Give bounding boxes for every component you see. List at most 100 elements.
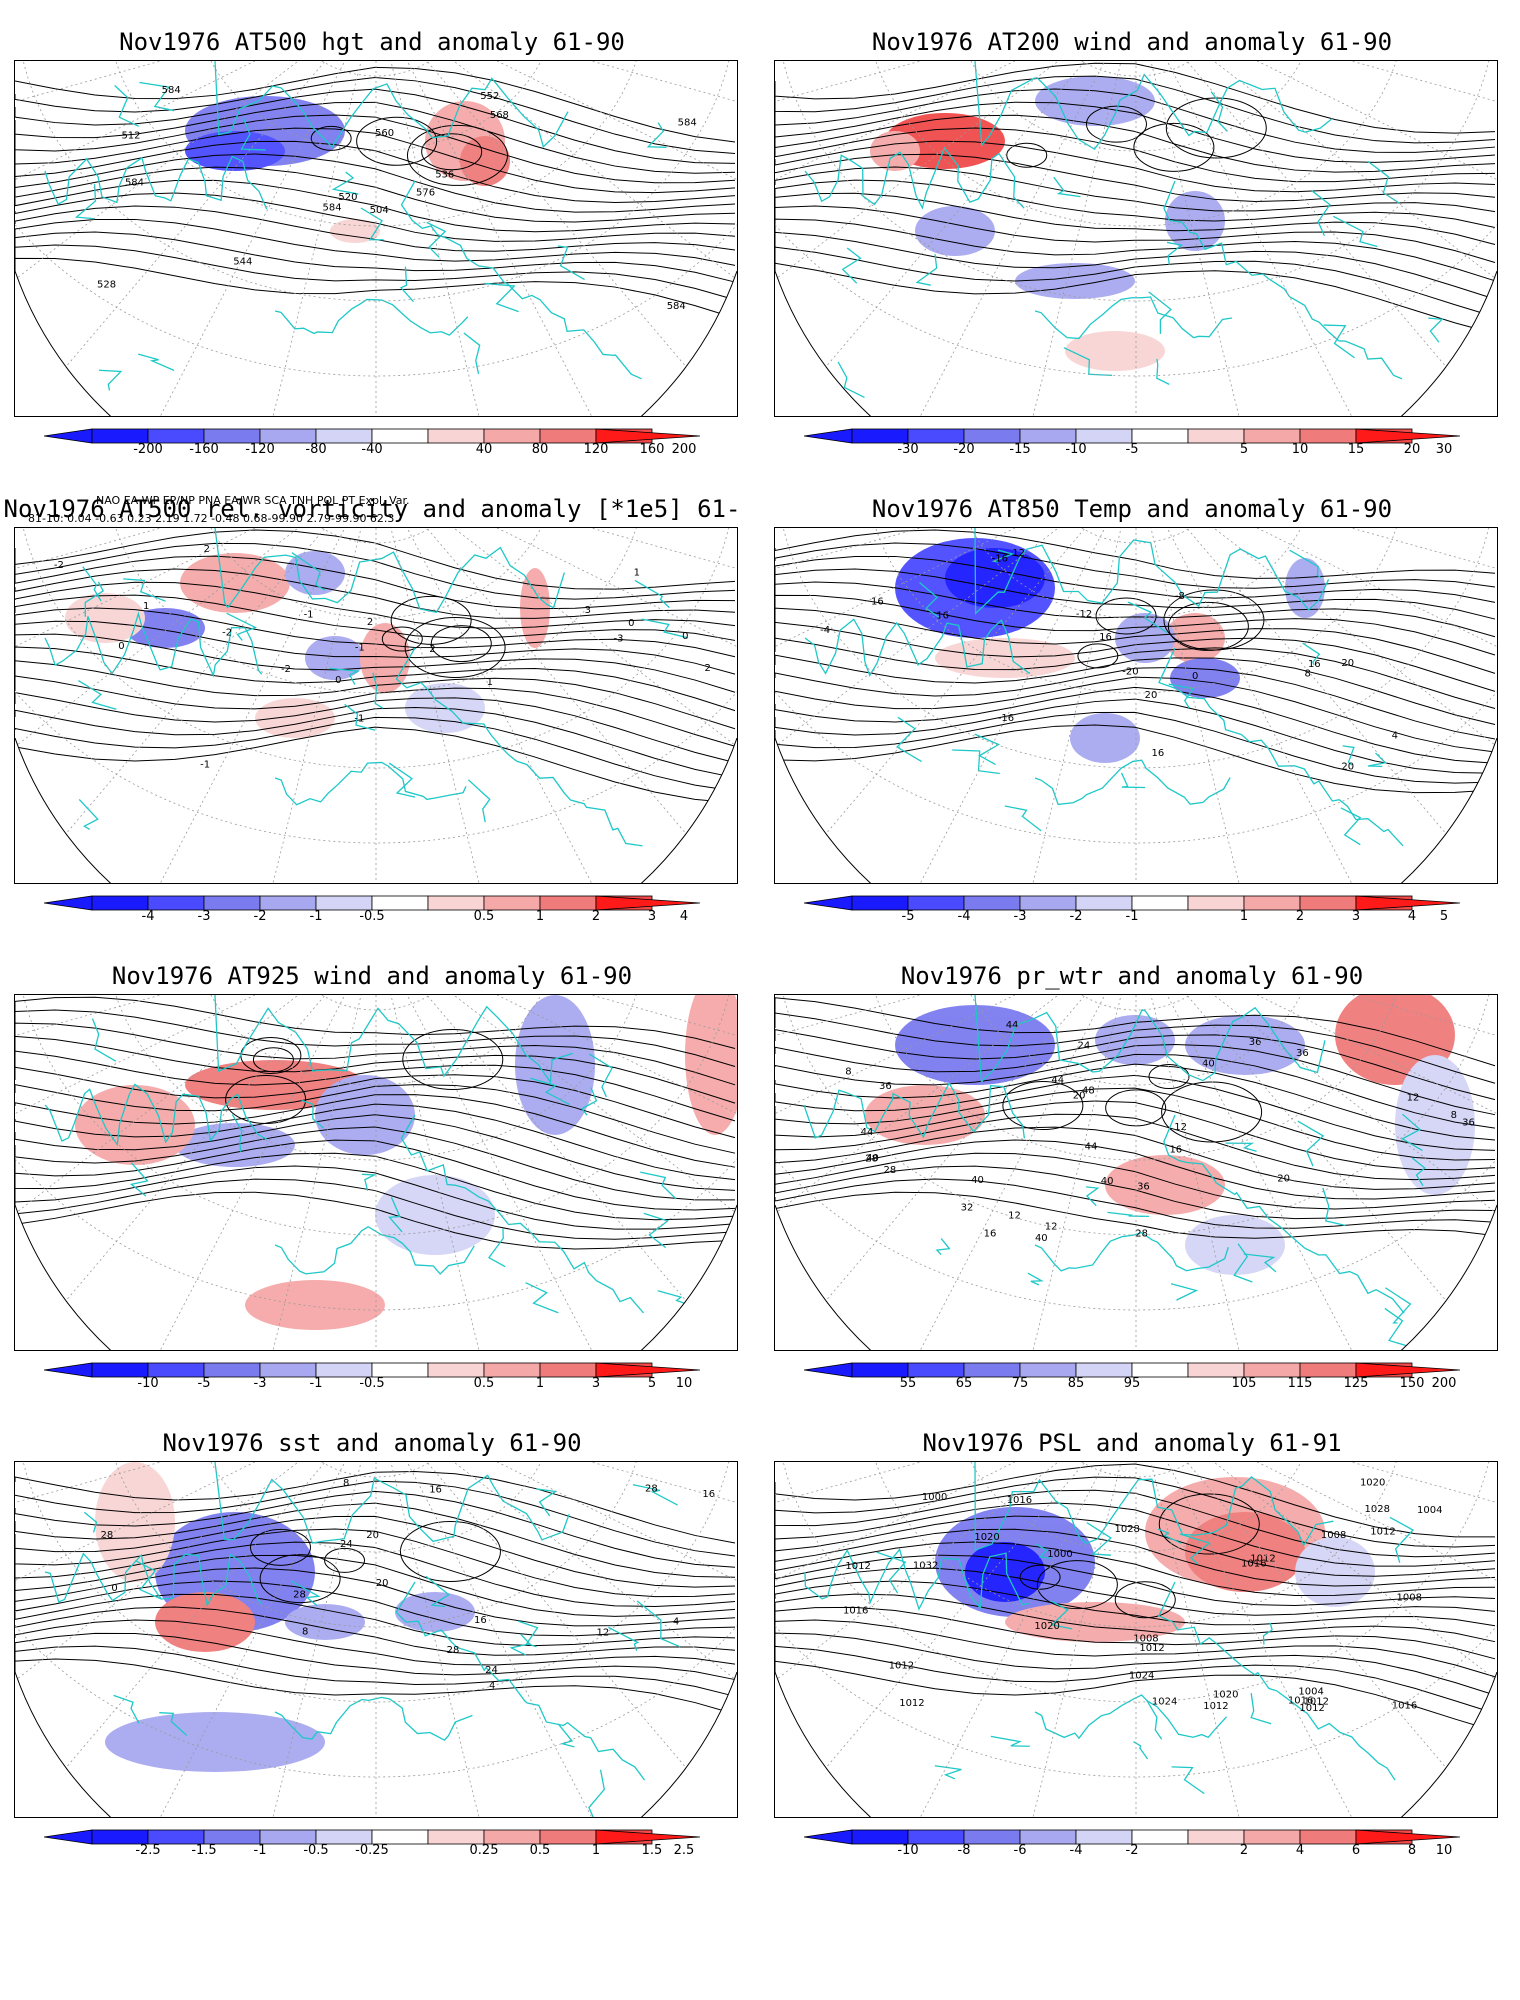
contour-label: 44 [861, 1127, 874, 1138]
contour-lines [775, 1463, 1496, 1732]
colorbar-tick-label: 115 [1287, 1376, 1313, 1391]
contour-label: 16 [1169, 1145, 1182, 1156]
contour-label: 1024 [1152, 1696, 1177, 1707]
colorbar-tick-label: 20 [1403, 442, 1421, 457]
colorbar-tick-label: 65 [955, 1376, 973, 1391]
colorbar-segment [315, 1362, 373, 1378]
colorbar-arrow-right [1355, 895, 1460, 911]
colorbar-segment [851, 428, 909, 444]
contour-label: 0 [118, 641, 124, 652]
polar-stereographic-map: 16 16 16 -16 -16 -8 -4 0 4 8 12 16 20 20 20 16 -12 -20 [774, 527, 1498, 884]
contour-label: 584 [678, 117, 697, 128]
colorbar-tick-label: 120 [583, 442, 609, 457]
colorbar-segment [203, 1362, 261, 1378]
colorbar-tick-label: 6 [1351, 1843, 1361, 1858]
contour-label: 20 [366, 1530, 379, 1541]
panel-title: Nov1976 PSL and anomaly 61-91 [922, 1429, 1342, 1457]
panel-title: Nov1976 AT200 wind and anomaly 61-90 [871, 28, 1393, 56]
contour-label: -16 [998, 713, 1014, 724]
colorbar [804, 1362, 1460, 1392]
colorbar-tick-label: 0.5 [473, 909, 495, 924]
colorbar-tick-label: -1 [253, 1843, 267, 1858]
colorbar-tick-label: -3 [1013, 909, 1027, 924]
contour-label: 504 [370, 205, 389, 216]
contour-label: 4 [1392, 731, 1398, 742]
contour-label: 1000 [922, 1492, 947, 1503]
colorbar-segment [1131, 895, 1189, 911]
contour-label: 16 [1151, 748, 1164, 759]
colorbar-segment [1187, 1829, 1245, 1845]
contour-label: 1016 [1241, 1559, 1266, 1570]
colorbar-tick-label: -2.5 [135, 1843, 161, 1858]
contour-label: 28 [1135, 1229, 1148, 1240]
contour-label: 1028 [1365, 1504, 1390, 1515]
colorbar-tick-label: -80 [305, 442, 327, 457]
contour-label: 1016 [843, 1605, 868, 1616]
colorbar-segment [427, 895, 485, 911]
colorbar-segment [315, 1829, 373, 1845]
colorbar-tick-label: 2 [591, 909, 601, 924]
colorbar-tick-label: 150 [1399, 1376, 1425, 1391]
colorbar-segment [1243, 1362, 1301, 1378]
colorbar-segment [963, 428, 1021, 444]
colorbar-segment [1299, 895, 1357, 911]
contour-label: 1012 [1304, 1697, 1329, 1708]
anomaly-shading [95, 1462, 475, 1772]
polar-stereographic-map [14, 994, 738, 1351]
colorbar-tick-label: 15 [1347, 442, 1365, 457]
contour-label: -2 [281, 664, 291, 675]
colorbar-tick-label: 0.5 [529, 1843, 551, 1858]
colorbar-segment [1299, 428, 1357, 444]
contour-label: 1000 [1047, 1549, 1072, 1560]
colorbar-tick-label: -3 [197, 909, 211, 924]
colorbar-tick-label: 3 [647, 909, 657, 924]
colorbar-segment [539, 1362, 597, 1378]
colorbar-tick-label: -8 [957, 1843, 971, 1858]
colorbar-segment [1131, 1362, 1189, 1378]
contour-label: 1032 [913, 1561, 938, 1572]
colorbar-segment [539, 428, 597, 444]
map-panel-6: Nov1976 pr_wtr and anomaly 61-90 36 44 36 44… [760, 954, 1504, 1454]
contour-label: 1012 [1203, 1701, 1228, 1712]
contour-label: -1 [355, 643, 365, 654]
colorbar-tick-label: 80 [531, 442, 549, 457]
contour-label: 44 [1006, 1020, 1019, 1031]
colorbar [804, 895, 1460, 925]
colorbar-segment [483, 428, 541, 444]
contour-label: 520 [338, 192, 357, 203]
contour-label: 40 [866, 1153, 879, 1164]
colorbar-tick-label: -2 [253, 909, 267, 924]
graticule [15, 528, 737, 883]
colorbar-tick-label: 125 [1343, 1376, 1369, 1391]
contour-label: 1 [143, 601, 149, 612]
contour-label: 8 [343, 1478, 349, 1489]
contour-label: 0 [682, 631, 688, 642]
contour-label: 20 [1341, 762, 1354, 773]
colorbar-tick-label: 3 [591, 1376, 601, 1391]
colorbar-arrow-right [1355, 1829, 1460, 1845]
colorbar-segment [427, 1829, 485, 1845]
contour-label: 1012 [1370, 1527, 1395, 1538]
colorbar-tick-label: -30 [897, 442, 919, 457]
colorbar-tick-label: -6 [1013, 1843, 1027, 1858]
contour-label: 1008 [1397, 1593, 1422, 1604]
contour-label: 1012 [899, 1698, 924, 1709]
contour-label: 16 [871, 597, 884, 608]
map-panel-3: Nov1976 AT500 rel. vorticity and anomaly… [0, 487, 744, 987]
contour-label: 24 [340, 1539, 353, 1550]
colorbar-tick-label: -5 [197, 1376, 211, 1391]
contour-label: 544 [233, 257, 252, 268]
colorbar-segment [91, 895, 149, 911]
contour-label: 24 [1077, 1040, 1090, 1051]
colorbar [44, 428, 700, 458]
colorbar-segment [371, 1362, 429, 1378]
graticule [15, 61, 737, 416]
colorbar-arrow-left [804, 1829, 853, 1845]
contour-label: 20 [1277, 1174, 1290, 1185]
colorbar-tick-label: 4 [1407, 909, 1417, 924]
contour-label: 36 [879, 1081, 892, 1092]
colorbar-segment [1075, 895, 1133, 911]
colorbar-tick-label: -0.5 [303, 1843, 329, 1858]
colorbar-segment [907, 428, 965, 444]
contour-label: 40 [1101, 1176, 1114, 1187]
